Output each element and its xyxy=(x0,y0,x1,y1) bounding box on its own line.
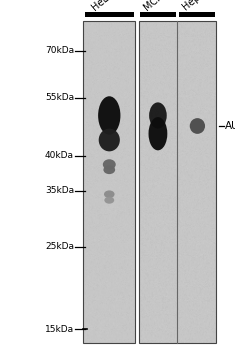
Text: 55kDa: 55kDa xyxy=(45,93,74,103)
Bar xyxy=(85,12,134,17)
Text: HepG2: HepG2 xyxy=(180,0,212,12)
Bar xyxy=(139,21,216,343)
Bar xyxy=(83,21,135,343)
Text: 15kDa: 15kDa xyxy=(45,324,74,334)
Ellipse shape xyxy=(103,159,116,170)
Ellipse shape xyxy=(104,190,115,198)
Ellipse shape xyxy=(149,117,167,150)
Ellipse shape xyxy=(98,96,120,135)
Text: 70kDa: 70kDa xyxy=(45,46,74,55)
Text: AURKA: AURKA xyxy=(225,121,235,131)
Bar xyxy=(140,12,176,17)
Ellipse shape xyxy=(190,118,205,134)
Text: 40kDa: 40kDa xyxy=(45,151,74,160)
Ellipse shape xyxy=(149,102,167,129)
Ellipse shape xyxy=(103,166,115,174)
Text: 35kDa: 35kDa xyxy=(45,186,74,195)
Ellipse shape xyxy=(99,129,120,151)
Text: 25kDa: 25kDa xyxy=(45,242,74,251)
Text: MCF7: MCF7 xyxy=(142,0,169,12)
Text: HeLa: HeLa xyxy=(90,0,115,12)
Ellipse shape xyxy=(104,197,114,204)
Bar xyxy=(179,12,215,17)
